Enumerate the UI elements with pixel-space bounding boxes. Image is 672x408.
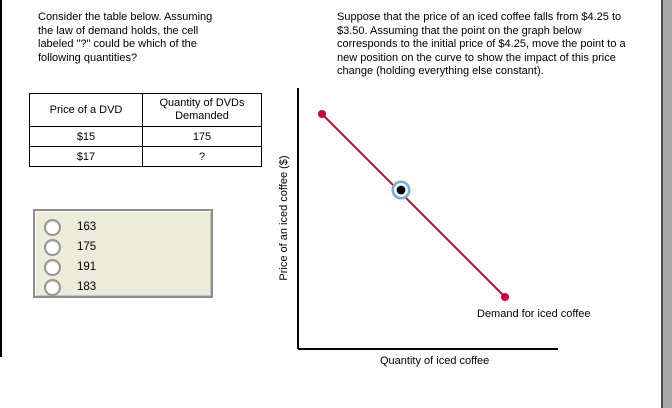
demand-curve: [321, 113, 506, 298]
table-cell-price: $17: [29, 146, 143, 167]
question-right: Suppose that the price of an iced coffee…: [337, 11, 626, 79]
choice-label: 183: [77, 281, 97, 293]
demand-curve-label: Demand for iced coffee: [477, 308, 591, 320]
question-right-line: corresponds to the initial price of $4.2…: [337, 38, 626, 50]
question-left-line: following quantities?: [38, 51, 138, 64]
choice-row[interactable]: 163: [44, 217, 211, 237]
radio-button[interactable]: [44, 238, 61, 256]
table-cell-price: $15: [29, 126, 143, 147]
table-cell-quantity: 175: [142, 126, 262, 147]
demand-curve-endpoint-top: [318, 110, 326, 118]
radio-button[interactable]: [44, 218, 61, 236]
question-right-line: Suppose that the price of an iced coffee…: [337, 11, 622, 23]
choice-row[interactable]: 191: [44, 257, 211, 277]
draggable-point[interactable]: [391, 180, 411, 200]
question-left: Consider the table below. Assuming the l…: [38, 11, 212, 65]
question-left-line: labeled "?" could be which of the: [38, 38, 197, 50]
choice-row[interactable]: 175: [44, 237, 211, 257]
question-right-line: new position on the curve to show the im…: [337, 51, 616, 64]
choice-label: 175: [77, 241, 97, 253]
radio-button[interactable]: [44, 258, 61, 276]
answer-choices-box: 163 175 191 183: [33, 209, 213, 298]
question-right-line: $3.50. Assuming that the point on the gr…: [337, 24, 582, 37]
table-header-price: Price of a DVD: [29, 93, 143, 127]
table-row: $15 175: [29, 126, 262, 147]
choice-label: 191: [77, 261, 97, 273]
demand-graph: [297, 88, 558, 350]
window-left-border: [0, 0, 2, 357]
radio-button[interactable]: [44, 278, 61, 296]
table-header-quantity: Quantity of DVDs Demanded: [142, 93, 262, 127]
y-axis-label: Price of an iced coffee ($): [278, 155, 290, 281]
window-right-border: [661, 0, 672, 408]
choice-row[interactable]: 183: [44, 277, 211, 297]
choice-label: 163: [77, 221, 97, 233]
table-row: $17 ?: [29, 146, 262, 167]
question-right-line: change (holding everything else constant…: [337, 65, 544, 77]
question-left-line: the law of demand holds, the cell: [38, 24, 199, 37]
demand-curve-endpoint-bottom: [501, 293, 509, 301]
x-axis-label: Quantity of iced coffee: [380, 355, 490, 367]
dvd-demand-table: Price of a DVD Quantity of DVDs Demanded…: [29, 93, 262, 167]
table-cell-quantity: ?: [142, 146, 262, 167]
question-left-line: Consider the table below. Assuming: [38, 11, 213, 23]
